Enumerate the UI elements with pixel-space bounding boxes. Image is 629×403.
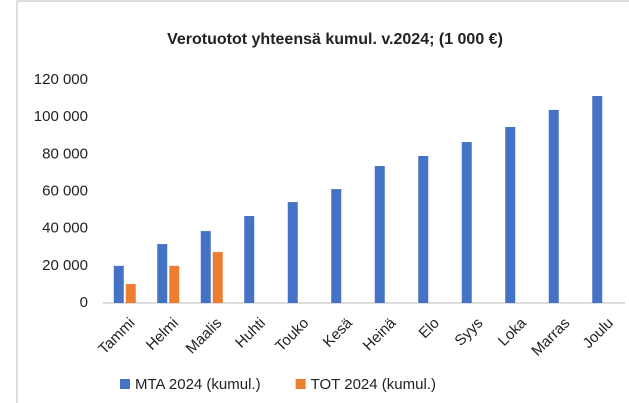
- x-tick-label: Joulu: [580, 315, 617, 352]
- x-tick-label: Marras: [528, 315, 573, 360]
- x-tick-label: Loka: [495, 314, 530, 349]
- bar: [331, 189, 342, 303]
- y-tick-label: 20 000: [42, 257, 88, 274]
- bar: [548, 109, 559, 304]
- bar: [113, 265, 124, 303]
- bar: [505, 127, 516, 303]
- chart-title: Verotuotot yhteensä kumul. v.2024; (1 00…: [167, 31, 503, 48]
- bar: [461, 142, 472, 303]
- x-tick-label: Maalis: [183, 315, 226, 358]
- bar: [287, 202, 298, 303]
- bar: [418, 156, 429, 303]
- x-tick-label: Touko: [272, 315, 312, 355]
- bar: [200, 231, 211, 303]
- x-tick-label: Tammi: [95, 315, 138, 358]
- chart-frame: [16, 0, 629, 403]
- bar: [157, 244, 168, 303]
- y-tick-label: 0: [80, 294, 88, 311]
- x-tick-label: Huhti: [232, 315, 269, 352]
- x-tick-label: Kesä: [320, 314, 357, 351]
- x-tick-label: Elo: [416, 315, 443, 342]
- bar: [374, 166, 385, 303]
- legend-swatch: [295, 379, 306, 389]
- y-tick-label: 40 000: [42, 220, 88, 237]
- x-tick-label: Syys: [451, 315, 486, 350]
- y-tick-label: 100 000: [34, 108, 88, 125]
- y-tick-label: 80 000: [42, 145, 88, 162]
- bar: [169, 265, 180, 303]
- bar: [244, 216, 255, 303]
- y-tick-label: 60 000: [42, 182, 88, 199]
- x-tick-label: Helmi: [143, 315, 182, 354]
- bar: [592, 95, 603, 304]
- legend-swatch: [120, 379, 130, 389]
- legend-label: TOT 2024 (kumul.): [311, 376, 436, 393]
- bar: [125, 284, 136, 303]
- legend-label: MTA 2024 (kumul.): [135, 376, 261, 393]
- bar: [212, 252, 223, 303]
- y-tick-label: 120 000: [34, 71, 88, 88]
- x-tick-label: Heinä: [360, 314, 400, 354]
